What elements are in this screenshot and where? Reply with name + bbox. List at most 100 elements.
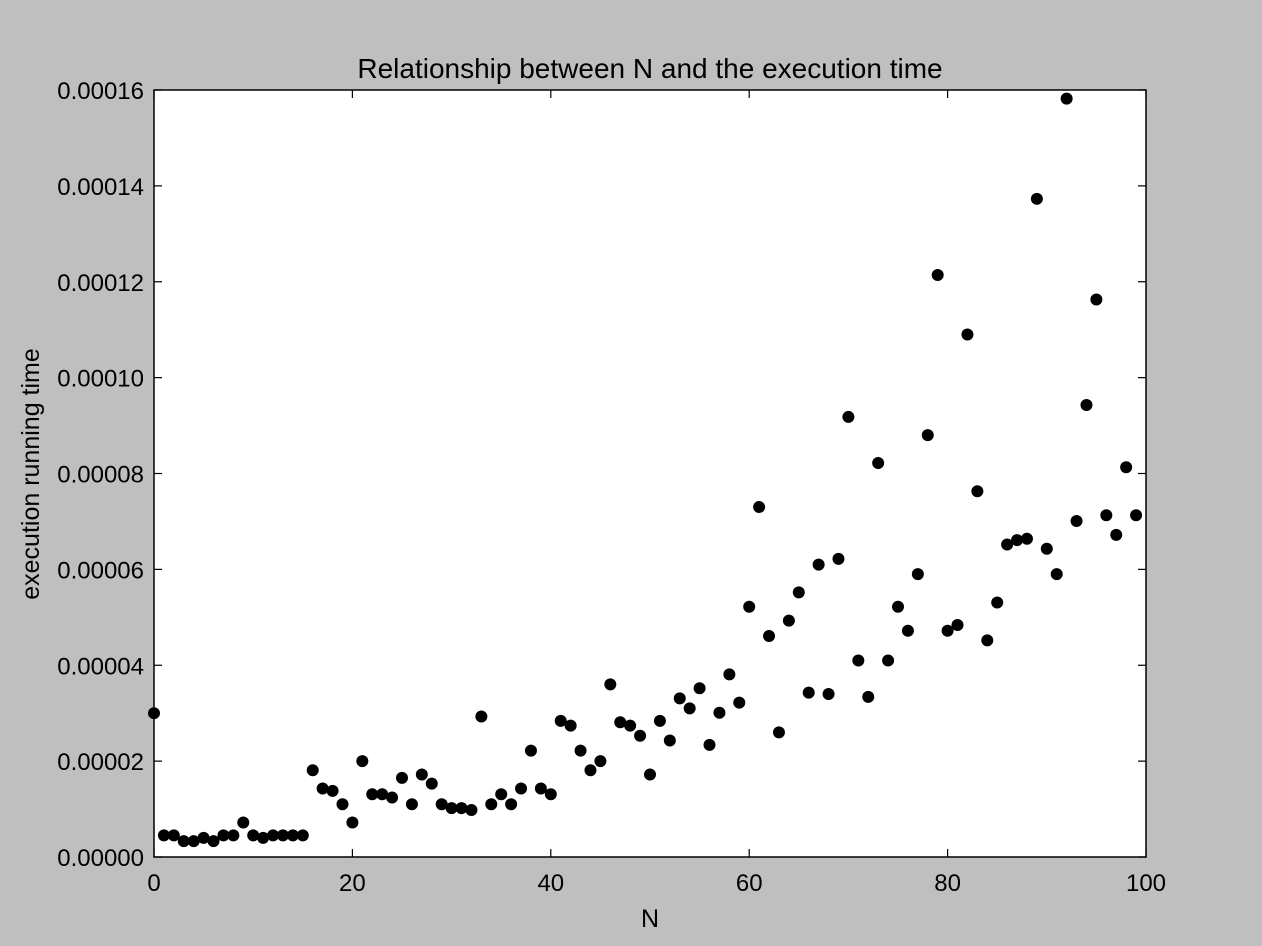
data-point: [405, 798, 418, 811]
data-point: [644, 768, 656, 781]
data-point: [634, 729, 647, 742]
data-point: [1130, 509, 1143, 522]
data-point: [515, 782, 528, 795]
data-point: [544, 788, 557, 801]
data-point: [1030, 192, 1043, 205]
x-tick-label: 100: [1126, 870, 1166, 897]
data-point: [554, 714, 567, 727]
data-point: [336, 798, 349, 811]
data-point: [713, 706, 726, 719]
data-point: [842, 410, 855, 423]
data-point: [207, 835, 220, 848]
data-point: [237, 816, 250, 829]
data-point: [366, 788, 379, 801]
data-point: [396, 771, 408, 784]
data-point: [326, 784, 339, 797]
y-tick-label: 0.00010: [57, 366, 144, 393]
data-point: [1120, 461, 1133, 474]
data-point: [901, 624, 914, 637]
data-point: [386, 791, 399, 804]
y-tick-label: 0.00000: [57, 845, 144, 872]
data-point: [316, 782, 329, 795]
data-point: [1040, 542, 1053, 555]
data-point: [465, 804, 478, 817]
data-point: [475, 710, 488, 723]
data-point: [931, 269, 944, 282]
data-point: [921, 429, 934, 442]
x-tick-label: 0: [147, 870, 160, 897]
axis-ticks: [153, 89, 1147, 858]
data-point: [693, 682, 706, 695]
y-tick-label: 0.00008: [57, 462, 144, 489]
tick-labels: 0 20 40 60 80 100 0.00000 0.00002 0.00004 0.00006…: [57, 78, 1166, 897]
data-point: [505, 798, 518, 811]
data-point: [683, 702, 696, 715]
data-point: [485, 798, 498, 811]
x-tick-label: 20: [339, 870, 366, 897]
data-point: [524, 744, 537, 757]
data-point: [584, 764, 597, 777]
data-point: [495, 788, 508, 801]
y-tick-label: 0.00014: [57, 174, 144, 201]
y-tick-label: 0.00006: [57, 557, 144, 584]
data-point: [1020, 532, 1033, 545]
data-point: [822, 688, 835, 701]
x-tick-label: 60: [736, 870, 763, 897]
data-point: [941, 624, 954, 637]
data-point: [1001, 538, 1014, 551]
data-point: [148, 707, 160, 720]
data-point: [653, 714, 666, 727]
data-point: [534, 782, 547, 795]
data-point: [981, 634, 994, 647]
data-point: [564, 719, 577, 732]
data-point: [792, 586, 805, 599]
data-point: [1050, 568, 1063, 581]
data-point: [971, 485, 984, 498]
data-point: [782, 614, 795, 627]
data-point: [812, 558, 825, 571]
data-point: [951, 618, 964, 631]
data-point: [911, 568, 924, 581]
x-axis-label: N: [641, 905, 659, 933]
data-point: [832, 552, 845, 565]
data-points: [148, 92, 1143, 848]
data-point: [177, 835, 190, 848]
data-point: [187, 835, 200, 848]
data-point: [991, 596, 1004, 609]
chart-title: Relationship between N and the execution…: [357, 53, 942, 84]
data-point: [574, 744, 587, 757]
data-point: [455, 802, 468, 815]
data-point: [445, 802, 458, 815]
data-point: [872, 456, 885, 469]
data-point: [882, 654, 895, 667]
data-point: [276, 829, 289, 842]
x-tick-label: 80: [934, 870, 961, 897]
data-point: [614, 716, 627, 729]
data-point: [604, 678, 617, 691]
y-tick-label: 0.00004: [57, 653, 144, 680]
data-point: [1011, 534, 1024, 547]
data-point: [733, 696, 746, 709]
data-point: [415, 768, 428, 781]
y-tick-label: 0.00002: [57, 749, 144, 776]
data-point: [356, 755, 369, 768]
data-point: [763, 630, 776, 643]
data-point: [296, 829, 309, 842]
y-axis-label: execution running time: [17, 348, 45, 600]
data-point: [1100, 509, 1113, 522]
data-point: [1060, 92, 1073, 105]
data-point: [267, 829, 280, 842]
data-point: [1080, 398, 1093, 411]
data-point: [772, 726, 785, 739]
data-point: [1110, 528, 1123, 541]
data-point: [723, 668, 736, 681]
data-point: [167, 829, 180, 842]
data-point: [306, 764, 319, 777]
data-point: [1070, 514, 1083, 527]
data-point: [961, 328, 974, 341]
data-point: [862, 690, 875, 703]
data-point: [435, 798, 448, 811]
data-point: [376, 788, 389, 801]
data-point: [286, 829, 299, 842]
data-point: [892, 600, 904, 613]
